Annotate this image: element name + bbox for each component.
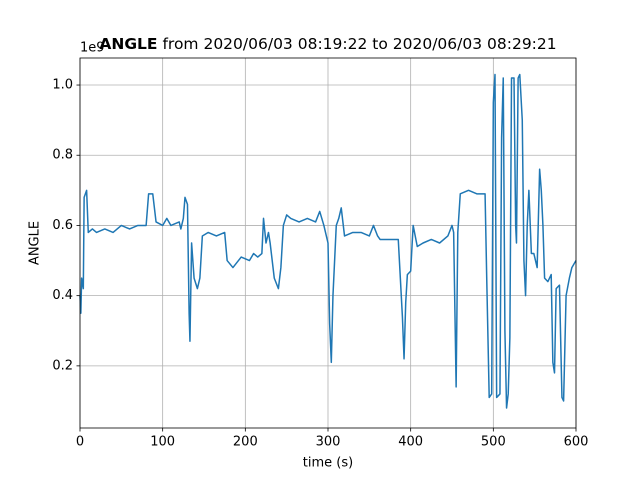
x-tick-label: 500	[481, 435, 506, 450]
data-line	[79, 73, 577, 409]
x-tick-label: 300	[316, 435, 341, 450]
x-tick-label: 200	[233, 435, 258, 450]
chart-title: ANGLE from 2020/06/03 08:19:22 to 2020/0…	[99, 35, 556, 53]
title-bold: ANGLE	[99, 35, 157, 53]
y-axis-label: ANGLE	[28, 221, 43, 265]
y-tick-label: 1.0	[52, 78, 73, 93]
x-tick-label: 400	[398, 435, 423, 450]
y-tick-label: 0.4	[52, 288, 73, 303]
title-rest: from 2020/06/03 08:19:22 to 2020/06/03 0…	[162, 35, 556, 53]
y-tick-label: 0.2	[52, 358, 73, 373]
x-axis-label: time (s)	[303, 456, 353, 471]
x-tick-label: 100	[150, 435, 175, 450]
y-tick-label: 0.8	[52, 148, 73, 163]
offset-text: 1e9	[80, 41, 105, 56]
x-tick-label: 600	[564, 435, 589, 450]
y-tick-label: 0.6	[52, 218, 73, 233]
x-tick-label: 0	[76, 435, 84, 450]
